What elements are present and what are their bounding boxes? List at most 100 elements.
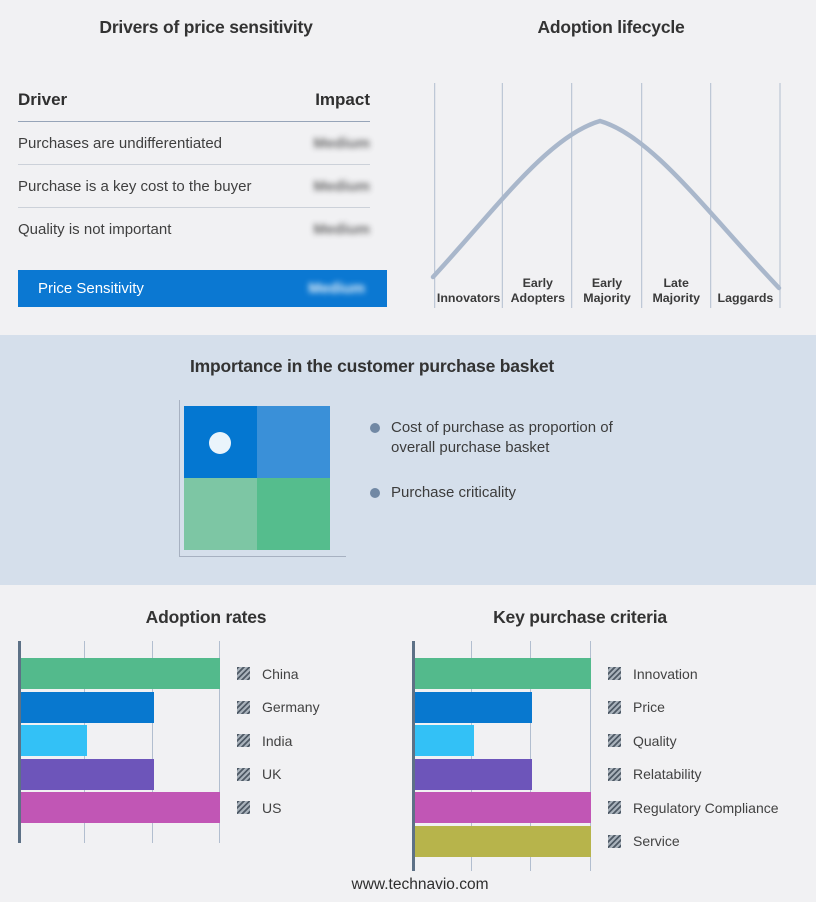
driver-row: Purchase is a key cost to the buyer Mediu… (18, 165, 370, 208)
bar-germany (21, 691, 154, 723)
bar-service (415, 825, 591, 857)
legend-item: India (237, 725, 320, 756)
legend-item: Germany (237, 692, 320, 723)
basket-title: Importance in the customer purchase bask… (189, 356, 555, 376)
legend-label: Quality (633, 732, 677, 749)
hatched-swatch-icon (608, 767, 621, 781)
hatched-swatch-icon (608, 667, 621, 680)
bars-group (415, 658, 591, 860)
bar-quality (415, 725, 474, 757)
driver-row: Quality is not important Medium (18, 208, 370, 251)
driver-row: Purchases are undifferentiated Medium (18, 122, 370, 165)
hatched-swatch-icon (237, 667, 250, 680)
price-sensitivity-row: Price Sensitivity Medium (18, 270, 387, 307)
stage-label: Late Majority (652, 276, 700, 305)
impact-cell: Medium (313, 134, 370, 152)
key-purchase-criteria-chart (412, 641, 591, 871)
legend-label: Relatability (633, 766, 702, 783)
basket-bullet: Cost of purchase as proportion of overal… (370, 418, 632, 457)
legend-item: Quality (608, 725, 779, 756)
stage-label: Innovators (436, 291, 501, 305)
bullet-dot-icon (370, 488, 380, 498)
hatched-swatch-icon (608, 734, 621, 748)
basket-bullet: Purchase criticality (370, 483, 632, 503)
legend-label: UK (262, 766, 282, 783)
bullet-dot-icon (370, 423, 380, 433)
legend-item: Relatability (608, 759, 779, 790)
quadrant-cell-bottom-left (184, 478, 257, 550)
legend-label: India (262, 732, 293, 749)
y-axis-line (18, 641, 21, 843)
y-axis-line (412, 641, 415, 871)
legend-label: Germany (262, 699, 320, 716)
impact-column-header: Impact (315, 90, 370, 109)
bar-us (21, 792, 220, 824)
stage-label: Early Adopters (510, 276, 565, 305)
drivers-table: Driver Impact Purchases are undifferenti… (18, 90, 370, 251)
driver-cell: Quality is not important (18, 221, 172, 238)
legend-item: UK (237, 759, 320, 790)
legend-item: Price (608, 692, 779, 723)
bullet-text: Cost of purchase as proportion of overal… (391, 419, 613, 456)
position-dot-icon (209, 432, 231, 454)
lifecycle-title: Adoption lifecycle (537, 17, 685, 37)
key-purchase-criteria-title: Key purchase criteria (493, 607, 667, 627)
hatched-swatch-icon (237, 700, 250, 714)
price-sensitivity-label: Price Sensitivity (38, 280, 144, 297)
gridline (151, 641, 153, 843)
impact-cell: Medium (313, 177, 370, 195)
bar-price (415, 691, 533, 723)
stage-label: Early Majority (583, 276, 631, 305)
gridline (590, 641, 591, 871)
key-purchase-criteria-legend: Innovation Price Quality Relatability Regula… (608, 658, 779, 860)
quadrant-y-axis (179, 400, 180, 557)
drivers-table-body: Purchases are undifferentiated Medium Purc… (18, 122, 370, 251)
bar-india (21, 725, 88, 757)
legend-item: China (237, 658, 320, 689)
legend-item: Innovation (608, 658, 779, 689)
lifecycle-chart (430, 83, 782, 308)
hatched-swatch-icon (237, 734, 250, 748)
quadrant-matrix (184, 406, 330, 550)
bar-relatability (415, 758, 533, 790)
driver-cell: Purchases are undifferentiated (18, 134, 223, 152)
adoption-rates-chart (18, 641, 220, 843)
driver-column-header: Driver (18, 90, 68, 109)
website-url: www.technavio.com (351, 876, 489, 893)
bar-china (21, 658, 220, 689)
adoption-rates-title: Adoption rates (145, 607, 267, 627)
legend-item: Service (608, 826, 779, 857)
bar-regulatory-compliance (415, 792, 591, 824)
lifecycle-stage-labels: Innovators Early Adopters Early Majority La… (434, 270, 780, 306)
bar-uk (21, 758, 154, 790)
legend-label: US (262, 799, 282, 816)
bell-curve (430, 118, 782, 291)
bullet-text: Purchase criticality (391, 484, 517, 501)
stage-label: Laggards (717, 291, 774, 305)
price-sensitivity-impact: Medium (308, 280, 365, 297)
adoption-rates-legend: China Germany India UK US (237, 658, 320, 826)
drivers-panel-title: Drivers of price sensitivity (99, 17, 313, 37)
stage-separator-lines (434, 83, 781, 308)
bars-group (21, 658, 220, 826)
bar-innovation (415, 658, 591, 689)
legend-label: Service (633, 833, 680, 850)
gridline (530, 641, 532, 871)
impact-cell: Medium (313, 221, 370, 238)
legend-item: US (237, 792, 320, 823)
legend-label: Price (633, 699, 665, 716)
driver-cell: Purchase is a key cost to the buyer (18, 177, 252, 195)
hatched-swatch-icon (237, 767, 250, 781)
legend-item: Regulatory Compliance (608, 792, 779, 823)
purchase-basket-band: Importance in the customer purchase bask… (0, 335, 816, 585)
basket-bullets: Cost of purchase as proportion of overal… (370, 418, 632, 529)
quadrant-cell-bottom-right (257, 478, 330, 550)
quadrant-x-axis (179, 556, 346, 557)
quadrant-cell-top-right (257, 406, 330, 478)
hatched-swatch-icon (608, 700, 621, 714)
hatched-swatch-icon (237, 801, 250, 815)
hatched-swatch-icon (608, 801, 621, 815)
drivers-table-header: Driver Impact (18, 90, 370, 122)
legend-label: Innovation (633, 665, 698, 682)
